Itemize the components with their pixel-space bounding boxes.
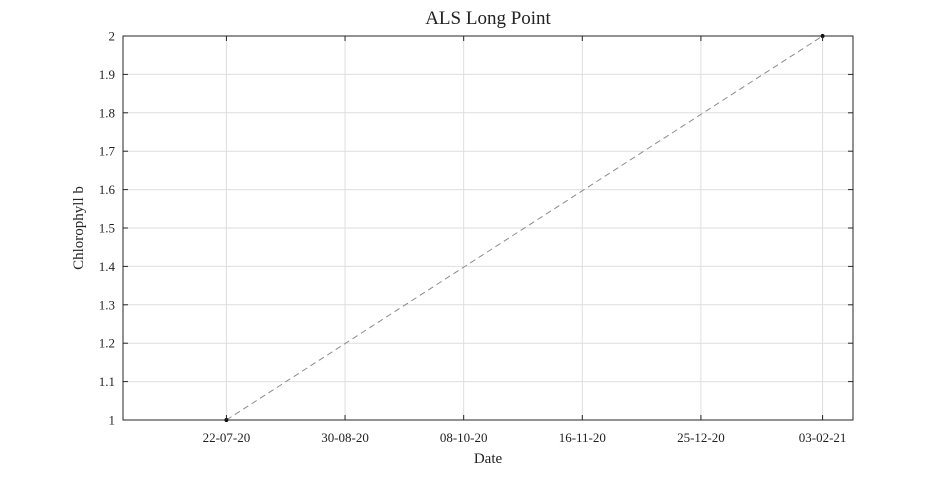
- series-layer: [224, 34, 825, 422]
- y-axis-label: Chlorophyll b: [71, 186, 87, 270]
- x-tick-label: 03-02-21: [799, 430, 847, 445]
- y-tick-label: 2: [109, 29, 116, 44]
- chart-title: ALS Long Point: [425, 8, 551, 29]
- x-tick-label: 08-10-20: [440, 430, 488, 445]
- x-tick-label: 22-07-20: [203, 430, 251, 445]
- y-tick-label: 1.9: [99, 67, 115, 82]
- y-tick-label: 1.2: [99, 336, 115, 351]
- y-tick-label: 1.1: [99, 374, 115, 389]
- y-tick-label: 1.3: [99, 297, 115, 312]
- x-tick-label: 30-08-20: [321, 430, 369, 445]
- x-axis-label: Date: [474, 451, 503, 467]
- series-line: [226, 35, 823, 421]
- y-tick-label: 1.6: [99, 182, 116, 197]
- x-tick-label: 16-11-20: [559, 430, 606, 445]
- y-tick-label: 1: [109, 413, 116, 428]
- grid: [123, 35, 853, 421]
- y-tick-label: 1.4: [99, 259, 116, 274]
- y-tick-label: 1.7: [99, 144, 116, 159]
- ticks: 22-07-20 30-08-20 08-10-20 16-11-20 25-12-20…: [99, 29, 853, 445]
- y-tick-label: 1.8: [99, 105, 115, 120]
- x-tick-label: 25-12-20: [677, 430, 725, 445]
- y-tick-label: 1.5: [99, 221, 115, 236]
